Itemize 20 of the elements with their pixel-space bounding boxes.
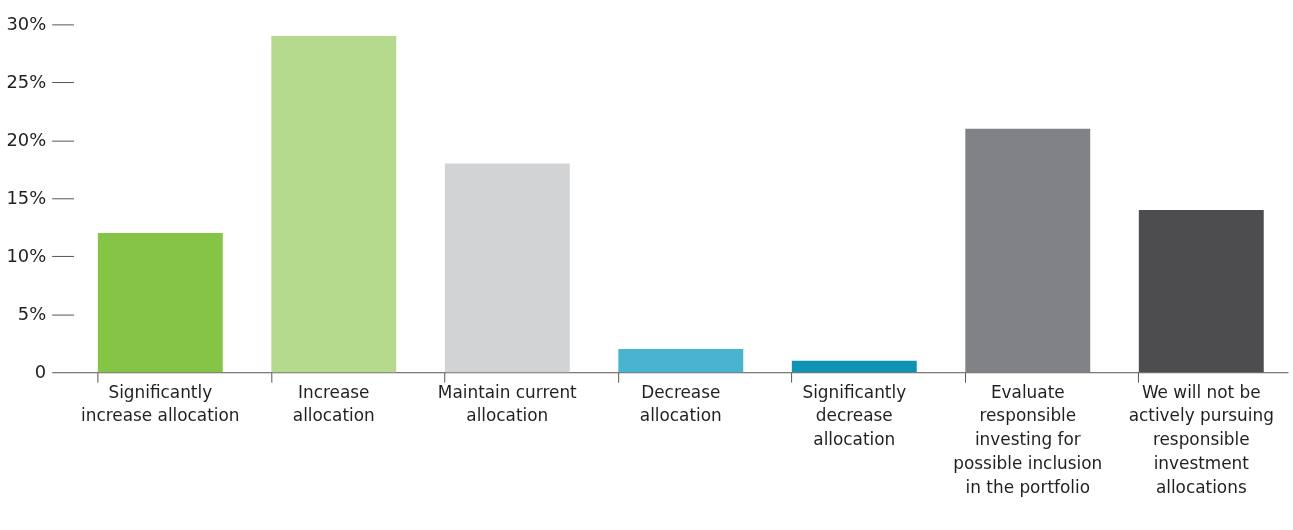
bar xyxy=(965,128,1091,373)
bar xyxy=(97,233,223,373)
x-tick-label: Maintain current allocation xyxy=(437,381,578,426)
y-tick-label: 0 xyxy=(34,360,47,382)
x-tick-label: Decrease allocation xyxy=(639,381,722,426)
y-tick-label: 10% xyxy=(6,244,47,266)
bar xyxy=(791,360,917,373)
y-tick-label: 15% xyxy=(6,186,47,208)
bar xyxy=(271,35,397,373)
y-tick-label: 20% xyxy=(6,128,47,150)
x-tick-label: Significantly increase allocation xyxy=(81,381,240,426)
x-tick-label: Significantly decrease allocation xyxy=(802,381,907,450)
bar xyxy=(618,349,744,373)
x-tick-label: We will not be actively pursuing responsible investment allocations xyxy=(1128,381,1274,497)
x-tick-label: Increase allocation xyxy=(292,381,375,426)
y-tick-label: 30% xyxy=(6,12,47,34)
y-tick-label: 25% xyxy=(6,70,47,92)
bar xyxy=(444,163,570,373)
y-tick-label: 5% xyxy=(17,302,47,324)
x-tick-label: Evaluate responsible investing for possible inclusion in the portfolio xyxy=(953,381,1103,497)
